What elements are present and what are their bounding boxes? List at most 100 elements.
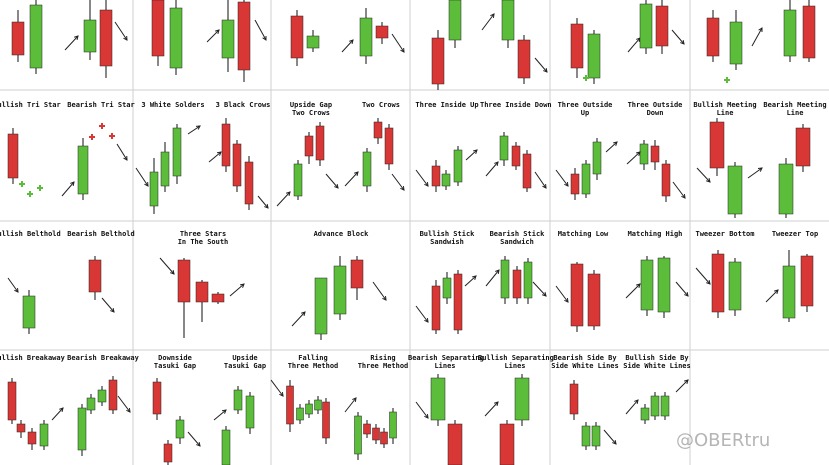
bearish-candle [88,259,102,293]
trend-arrow [341,39,354,53]
trend-arrow [485,269,500,287]
bullish-candle [314,277,328,335]
pattern-label: Bearish Separating Lines [408,354,484,370]
bullish-candle [441,173,451,187]
bullish-candle [448,0,462,41]
trend-arrow [391,33,405,53]
trend-arrow [555,169,569,187]
bullish-candle [639,3,653,49]
arrow-head [635,151,641,156]
bullish-candle [514,377,530,421]
bearish-candle [151,0,165,57]
pattern-label: Bearish Side By Side White Lines [551,354,619,370]
pattern-label: Advance Block [313,230,369,238]
bullish-candle [640,407,650,421]
arrow-head [706,178,711,183]
trend-arrow [254,19,267,41]
bearish-candle [711,253,725,313]
trend-arrow [534,171,547,189]
bullish-candle [221,429,231,465]
trend-arrow [372,281,387,301]
pattern-label: Three Inside Down [480,101,552,109]
bearish-candle [99,9,113,67]
arrow-head [564,181,569,187]
bearish-candle [384,127,394,165]
pattern-label: Upside Gap Two Crows [289,101,333,117]
bullish-candle [296,407,304,421]
bearish-candle [569,383,579,415]
arrow-head [494,401,499,406]
trend-arrow [464,275,477,287]
bullish-candle [29,4,43,69]
arrow-head [612,439,617,445]
pattern-label: Rising Three Method [357,354,409,370]
arrow-head [126,407,131,413]
bullish-candle [149,171,159,207]
bullish-candle [245,395,255,429]
pattern-label: 3 White Solders [141,101,205,109]
pattern-label: Upside Tasuki Gap [223,354,267,370]
bullish-candle [22,295,36,329]
pattern-label: Bullish Meeting Line [693,101,757,117]
trend-arrow [270,379,284,397]
trend-arrow [627,37,641,53]
trend-arrow [114,21,128,41]
bullish-candle [293,163,303,197]
bearish-candle [706,17,720,57]
arrow-head [490,13,495,19]
pattern-label: Bullish Stick Sandwish [419,230,475,246]
bullish-candle [83,19,97,53]
bullish-candle [314,399,322,411]
bearish-candle [108,379,118,411]
arrow-head [684,379,689,384]
bearish-candle [587,273,601,327]
arrow-head [262,35,267,41]
bearish-candle [16,423,26,433]
pattern-label: Two Crows [362,101,400,109]
bearish-candle [232,143,242,187]
pattern-label: Matching High [627,230,683,238]
arrow-head [612,141,618,146]
bearish-candle [286,385,294,425]
doji-star [99,123,105,129]
trend-arrow [625,283,641,299]
bullish-candle [77,407,87,451]
pattern-label: Falling Three Method [287,354,339,370]
bearish-candle [655,5,669,47]
bearish-candle [7,133,19,179]
bullish-candle [442,277,452,299]
bearish-candle [244,161,254,205]
arrow-head [59,407,64,413]
trend-arrow [229,283,245,297]
bearish-candle [800,255,814,307]
bullish-candle [362,151,372,187]
trend-arrow [276,191,291,207]
trend-arrow [325,173,339,189]
trend-arrow [675,379,689,393]
bearish-candle [570,263,584,327]
trend-arrow [751,27,763,47]
bearish-candle [372,427,380,441]
trend-arrow [695,267,711,285]
arrow-head [70,181,75,187]
bullish-candle [728,261,742,311]
trend-arrow [101,297,115,313]
bullish-candle [591,425,601,447]
arrow-head [196,441,201,447]
arrow-head [636,283,641,288]
bullish-candle [660,395,670,417]
arrow-head [354,171,359,176]
trend-arrow [7,277,19,293]
trend-arrow [61,181,75,197]
bearish-candle [380,431,388,445]
bearish-candle [221,123,231,167]
pattern-label: Bearish Belthold [67,230,135,238]
trend-arrow [671,29,685,45]
arrow-head [774,289,779,294]
trend-arrow [415,401,429,419]
bullish-candle [587,33,601,79]
arrow-head [216,151,222,156]
pattern-label: Bearish Stick Sandwich [489,230,545,246]
arrow-head [543,67,548,73]
bearish-candle [570,173,580,195]
